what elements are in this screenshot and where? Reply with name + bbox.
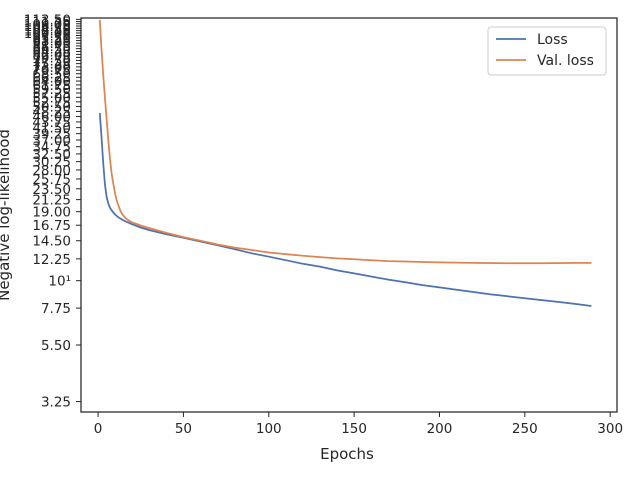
y-tick-label: 19.00 xyxy=(32,205,71,221)
series-line-val-loss xyxy=(98,19,592,265)
y-tick-label: 73.00 xyxy=(32,60,71,76)
x-tick-label: 250 xyxy=(512,421,538,437)
y-tick-label: 43.75 xyxy=(32,115,71,131)
x-tick-label: 50 xyxy=(175,421,192,437)
y-tick-label: 88.75 xyxy=(32,39,71,55)
y-tick-label: 84.25 xyxy=(32,44,71,60)
y-axis-label: Negative log-likelihood xyxy=(0,129,13,301)
y-tick-label: 61.75 xyxy=(32,78,71,94)
y-tick-label: 68.50 xyxy=(32,67,71,83)
y-tick-label: 100.00 xyxy=(24,26,71,42)
y-tick-label: 77.50 xyxy=(32,53,71,69)
y-tick-label: 3.25 xyxy=(41,395,71,411)
series-line-loss xyxy=(98,113,592,307)
y-tick-label: 12.25 xyxy=(32,252,71,268)
y-tick-label: 97.75 xyxy=(32,28,71,44)
y-tick-label: 48.25 xyxy=(32,104,71,120)
y-tick-label: 41.50 xyxy=(32,121,71,137)
x-tick-label: 150 xyxy=(341,421,367,437)
x-tick-label: 100 xyxy=(256,421,282,437)
y-tick-label: 70.75 xyxy=(32,63,71,79)
y-tick-label: 57.25 xyxy=(32,86,71,102)
y-tick-label: 91.00 xyxy=(32,36,71,52)
y-tick-label: 30.25 xyxy=(32,155,71,171)
x-tick-label: 300 xyxy=(597,421,623,437)
y-tick-label: 82.00 xyxy=(32,47,71,63)
y-tick-label: 25.75 xyxy=(32,172,71,188)
lines-layer xyxy=(98,19,592,307)
x-tick-label: 200 xyxy=(427,421,453,437)
y-tick-label: 109.00 xyxy=(24,17,71,33)
y-tick-label: 95.50 xyxy=(32,31,71,47)
y-tick-label: 104.50 xyxy=(24,21,71,37)
legend: Loss Val. loss xyxy=(487,26,607,76)
y-tick-label: 32.50 xyxy=(32,147,71,163)
legend-label-val-loss: Val. loss xyxy=(537,53,594,69)
y-tick-label: 59.50 xyxy=(32,82,71,98)
y-tick-label: 39.25 xyxy=(32,127,71,143)
y-tick-label: 86.50 xyxy=(32,42,71,58)
legend-label-loss: Loss xyxy=(537,32,568,48)
y-tick-label: 55.00 xyxy=(32,90,71,106)
y-tick-label: 113.50 xyxy=(24,12,71,28)
y-tick-label: 5.50 xyxy=(41,338,71,354)
y-tick-label: 37.00 xyxy=(32,133,71,149)
y-tick-label: 21.25 xyxy=(32,193,71,209)
x-axis-label: Epochs xyxy=(320,445,374,463)
y-tick-label: 52.75 xyxy=(32,95,71,111)
y-tick-label: 7.75 xyxy=(41,301,71,317)
y-tick-label: 46.00 xyxy=(32,110,71,126)
y-tick-label: 111.25 xyxy=(24,15,71,31)
y-tick-label: 50.50 xyxy=(32,100,71,116)
y-tick-label: 10¹ xyxy=(48,274,71,290)
y-tick-label: 75.25 xyxy=(32,57,71,73)
plot-frame xyxy=(80,17,618,413)
y-axis-ticks: 3.25 5.50 7.75 10¹ 12.25 14.5016.7519.0021.25… xyxy=(24,12,81,411)
y-tick-label: 64.00 xyxy=(32,74,71,90)
y-tick-label: 23.50 xyxy=(32,182,71,198)
x-tick-label: 0 xyxy=(94,421,103,437)
y-tick-label: 14.50 xyxy=(32,234,71,250)
y-tick-label: 106.75 xyxy=(24,19,71,35)
y-tick-label: 66.25 xyxy=(32,70,71,86)
y-tick-label: 16.75 xyxy=(32,218,71,234)
y-tick-label: 34.75 xyxy=(32,140,71,156)
plot-area xyxy=(81,18,617,412)
y-tick-label: 102.25 xyxy=(24,24,71,40)
y-tick-label: 93.25 xyxy=(32,34,71,50)
y-tick-label: 28.00 xyxy=(32,163,71,179)
x-axis-ticks: 0 50 100 150 200 250 300 xyxy=(94,412,623,437)
y-tick-label: 79.75 xyxy=(32,50,71,66)
